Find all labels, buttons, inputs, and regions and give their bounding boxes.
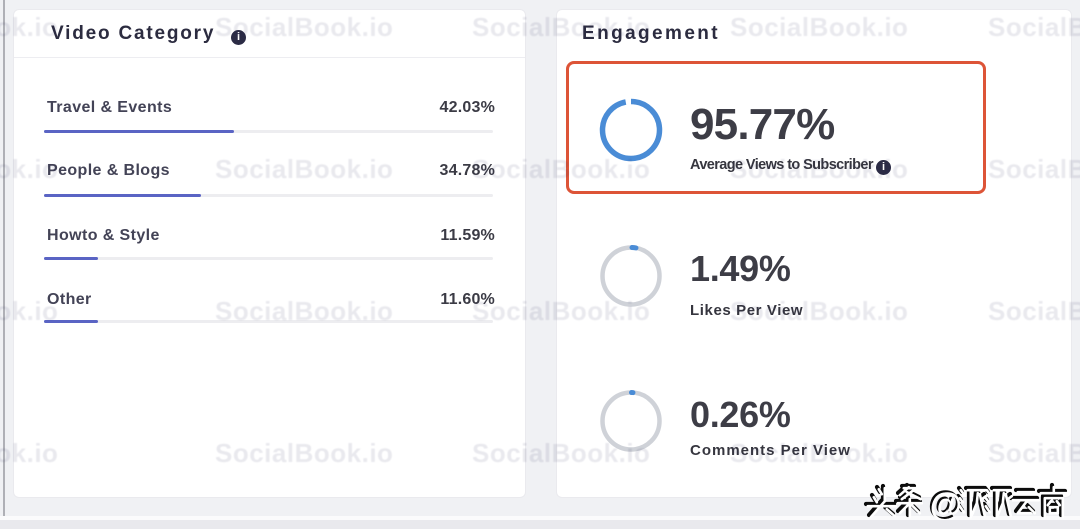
svg-text:@: @ xyxy=(930,486,962,520)
svg-text:@: @ xyxy=(928,484,960,520)
